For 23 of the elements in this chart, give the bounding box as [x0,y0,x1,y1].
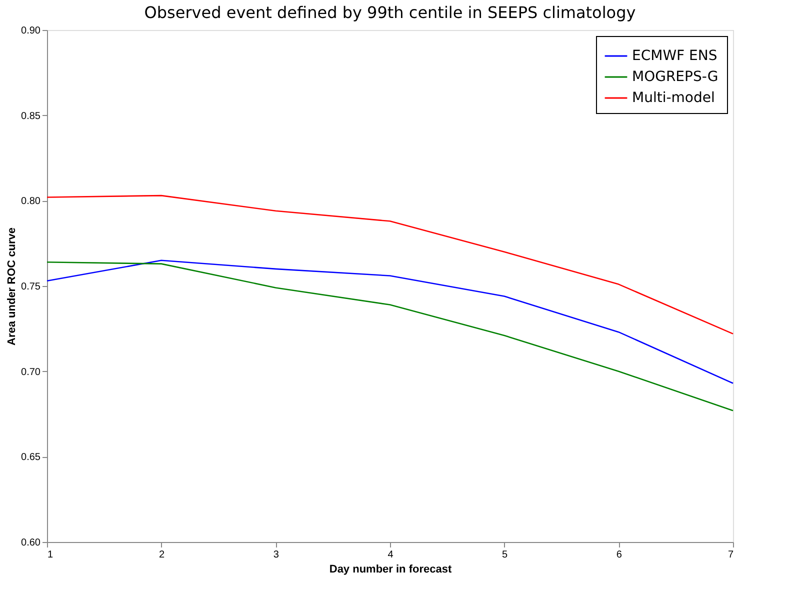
y-axis-title: Area under ROC curve [6,228,18,346]
x-tick-label: 3 [273,550,280,560]
x-tick-label: 4 [388,550,394,560]
line-series [46,261,734,412]
x-axis-title: Day number in forecast [329,564,452,576]
x-tick-label: 6 [616,550,622,560]
line-series [46,194,734,334]
y-tick-label: 0.90 [21,26,41,36]
chart-title: Observed event defined by 99th centile in SEEPS climatology [144,3,636,22]
y-tick-label: 0.70 [21,366,41,378]
y-tick-label: 0.85 [21,110,41,122]
y-tick-label: 0.65 [21,452,41,464]
x-tick-label: 5 [502,550,508,560]
y-tick-label: 0.60 [21,538,41,548]
legend-label: Multi-model [632,90,715,106]
x-tick-label: 7 [728,550,734,560]
legend-label: ECMWF ENS [632,48,718,64]
x-tick-label: 1 [48,550,54,560]
x-tick-label: 2 [159,550,166,560]
line-series [46,260,734,384]
y-tick-label: 0.80 [21,196,41,208]
y-tick-label: 0.75 [21,282,41,292]
legend-label: MOGREPS-G [632,69,718,85]
